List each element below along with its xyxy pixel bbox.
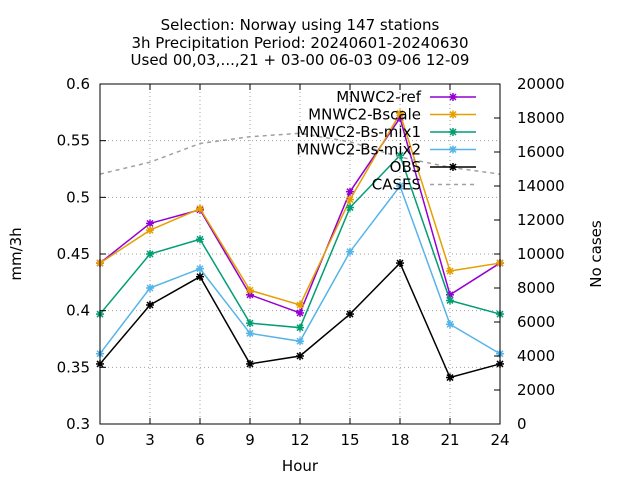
y2-axis-label: No cases — [587, 220, 605, 288]
series-mnwc2-bs-mix2-point — [246, 329, 254, 338]
grid — [100, 84, 500, 424]
y-axis-label: mm/3h — [7, 227, 25, 280]
series-mnwc2-bs-mix1-point — [246, 319, 254, 328]
title-line-1: Selection: Norway using 147 stations — [161, 16, 440, 34]
legend-label-mnwc2-bs-mix2: MNWC2-Bs-mix2 — [296, 141, 421, 159]
legend-label-cases: CASES — [372, 176, 421, 194]
series-mnwc2-bs-mix1-point — [346, 203, 354, 212]
series-obs-point — [396, 259, 404, 268]
series-mnwc2-bscale-point — [246, 286, 254, 295]
series-mnwc2-bs-mix2-point — [296, 337, 304, 346]
y2-tick-label: 8000 — [517, 279, 555, 297]
y2-tick-label: 20000 — [517, 75, 565, 93]
legend-mnwc2-bs-mix1-point — [449, 128, 457, 136]
axis-ticks: 0 3 6 9 12 15 18 21 24 0.3 0.35 0.4 0.45 0.5 0.55 0.6 0 2… — [57, 75, 565, 449]
series-mnwc2-ref-point — [346, 187, 354, 196]
series-mnwc2-ref-point — [296, 308, 304, 317]
y2-tick-label: 0 — [517, 415, 527, 433]
legend: MNWC2-refMNWC2-BscaleMNWC2-Bs-mix1MNWC2-… — [296, 88, 476, 194]
y2-tick-label: 12000 — [517, 211, 565, 229]
series-obs-point — [296, 352, 304, 360]
legend-mnwc2-ref-point — [449, 93, 457, 101]
y-tick-label: 0.5 — [66, 188, 90, 206]
chart-title: Selection: Norway using 147 stations 3h … — [131, 16, 470, 69]
x-axis-label: Hour — [282, 457, 319, 475]
legend-label-mnwc2-bs-mix1: MNWC2-Bs-mix1 — [296, 123, 421, 141]
series-mnwc2-bs-mix2-point — [396, 182, 404, 190]
y2-tick-label: 6000 — [517, 313, 555, 331]
series-mnwc2-bs-mix1-point — [296, 323, 304, 332]
series-mnwc2-bs-mix2-point — [146, 284, 154, 292]
series-mnwc2-bs-mix2-point — [346, 247, 354, 256]
series-mnwc2-bs-mix1-point — [146, 250, 154, 258]
series-mnwc2-ref-point — [146, 219, 154, 228]
series-mnwc2-bscale-point — [346, 195, 354, 204]
x-tick-label: 9 — [245, 431, 255, 449]
series-mnwc2-bs-mix1-point — [196, 235, 204, 244]
title-line-2: 3h Precipitation Period: 20240601-202406… — [131, 34, 468, 52]
x-tick-label: 0 — [95, 431, 105, 449]
legend-label-mnwc2-ref: MNWC2-ref — [336, 88, 421, 106]
y-tick-label: 0.35 — [57, 358, 90, 376]
series-mnwc2-bs-mix2-point — [446, 320, 454, 329]
series-obs-point — [246, 359, 254, 368]
y-tick-label: 0.3 — [66, 415, 90, 433]
series-mnwc2-bs-mix2-point — [196, 264, 204, 273]
y-tick-label: 0.4 — [66, 302, 90, 320]
legend-mnwc2-bs-mix2-point — [449, 145, 457, 154]
y2-tick-label: 4000 — [517, 347, 555, 365]
y2-tick-label: 18000 — [517, 109, 565, 127]
series-mnwc2-bs-mix1-point — [396, 151, 404, 160]
title-line-3: Used 00,03,...,21 + 03-00 06-03 09-06 12… — [131, 51, 470, 69]
series-mnwc2-bscale-point — [296, 301, 304, 309]
legend-obs-point — [449, 163, 457, 171]
series-layer — [96, 109, 504, 382]
x-tick-label: 24 — [490, 431, 509, 449]
y-tick-label: 0.45 — [57, 245, 90, 263]
y-tick-label: 0.6 — [66, 75, 90, 93]
series-mnwc2-bs-mix1-point — [446, 296, 454, 305]
y-tick-label: 0.55 — [57, 132, 90, 150]
series-obs-point — [196, 272, 204, 281]
y2-tick-label: 10000 — [517, 245, 565, 263]
series-obs-point — [146, 301, 154, 309]
y2-tick-label: 16000 — [517, 143, 565, 161]
x-tick-label: 3 — [145, 431, 155, 449]
series-mnwc2-bscale-point — [146, 226, 154, 235]
series-mnwc2-bscale-point — [446, 267, 454, 275]
y2-tick-label: 2000 — [517, 381, 555, 399]
x-tick-label: 18 — [390, 431, 409, 449]
x-tick-label: 6 — [195, 431, 205, 449]
x-tick-label: 21 — [440, 431, 459, 449]
series-mnwc2-bscale-point — [196, 204, 204, 213]
series-obs-point — [346, 310, 354, 319]
series-mnwc2-bscale-point — [396, 109, 404, 118]
x-tick-label: 15 — [340, 431, 359, 449]
legend-mnwc2-bscale-point — [449, 110, 457, 119]
y2-tick-label: 14000 — [517, 177, 565, 195]
x-tick-label: 12 — [290, 431, 309, 449]
series-obs-point — [446, 373, 454, 382]
legend-label-mnwc2-bscale: MNWC2-Bscale — [308, 106, 421, 124]
legend-label-obs: OBS — [390, 158, 421, 176]
